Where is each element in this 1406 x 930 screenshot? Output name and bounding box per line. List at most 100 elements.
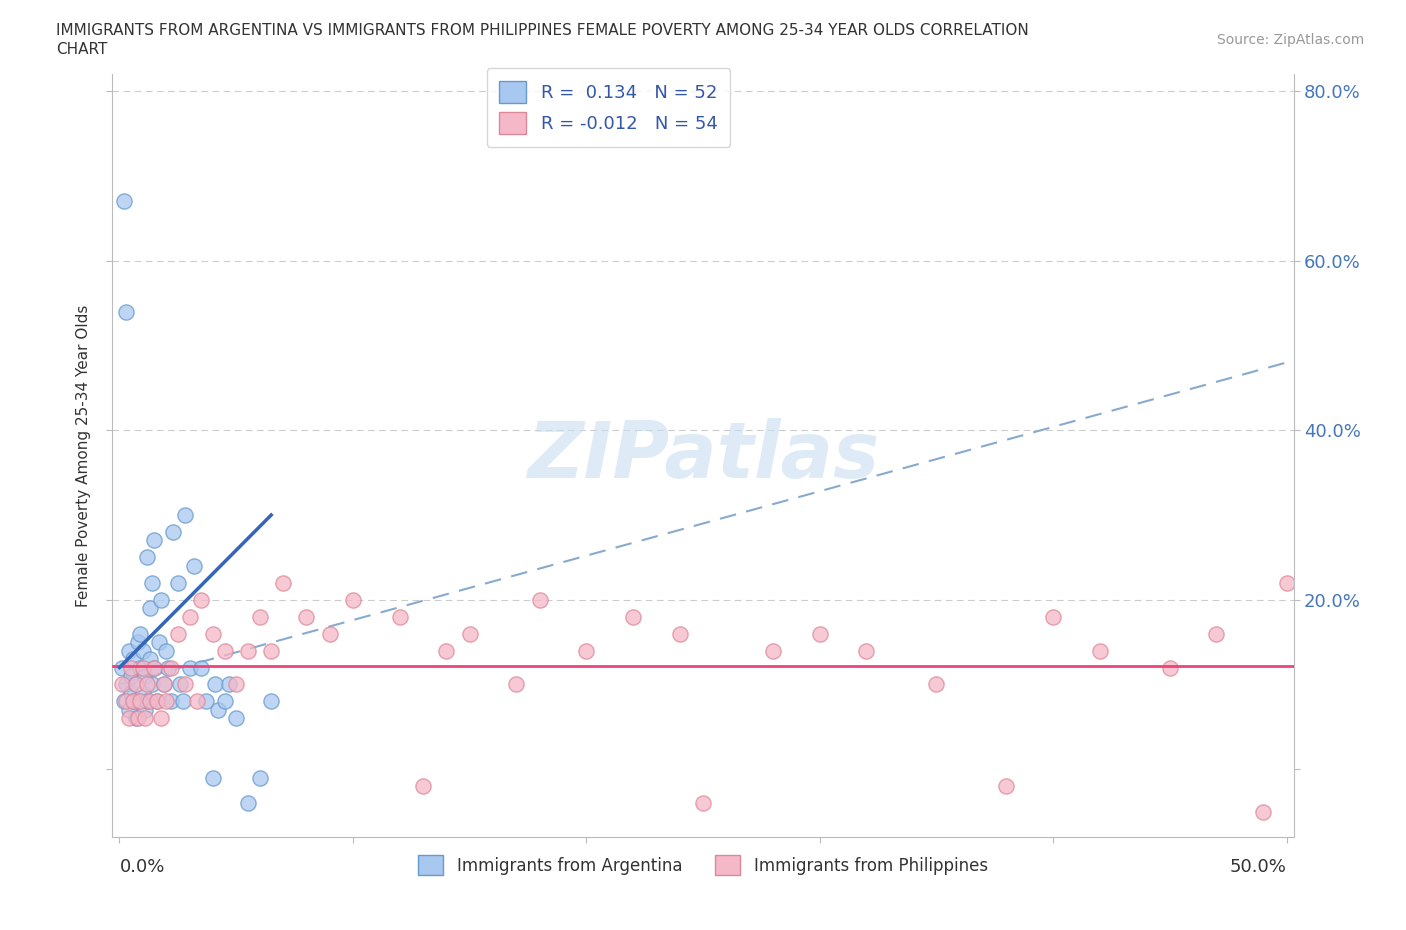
Point xyxy=(194,694,217,709)
Point xyxy=(160,660,183,675)
Point xyxy=(295,609,318,624)
Point xyxy=(342,592,364,607)
Point xyxy=(249,770,271,785)
Point xyxy=(179,609,201,624)
Point xyxy=(120,685,142,700)
Point xyxy=(1042,609,1064,624)
Point xyxy=(412,778,434,793)
Point xyxy=(855,644,877,658)
Point xyxy=(183,558,205,573)
Point xyxy=(207,702,229,717)
Point xyxy=(214,694,236,709)
Point xyxy=(118,702,141,717)
Text: 0.0%: 0.0% xyxy=(120,858,165,876)
Point xyxy=(201,770,224,785)
Point xyxy=(529,592,551,607)
Point xyxy=(434,644,457,658)
Point xyxy=(458,626,481,641)
Point xyxy=(146,694,169,709)
Point xyxy=(139,652,162,667)
Point xyxy=(169,677,191,692)
Point xyxy=(190,592,212,607)
Point xyxy=(173,508,195,523)
Point xyxy=(120,669,142,684)
Point xyxy=(1205,626,1227,641)
Point xyxy=(125,677,148,692)
Point xyxy=(127,634,149,649)
Point xyxy=(925,677,948,692)
Point xyxy=(271,576,294,591)
Point xyxy=(153,677,176,692)
Point xyxy=(141,677,163,692)
Point xyxy=(139,694,162,709)
Point xyxy=(111,677,134,692)
Point xyxy=(190,660,212,675)
Point xyxy=(808,626,831,641)
Point xyxy=(118,644,141,658)
Legend: Immigrants from Argentina, Immigrants from Philippines: Immigrants from Argentina, Immigrants fr… xyxy=(412,848,994,882)
Point xyxy=(146,694,169,709)
Point xyxy=(134,702,156,717)
Point xyxy=(155,644,177,658)
Point xyxy=(127,711,149,725)
Point xyxy=(172,694,194,709)
Point xyxy=(120,660,142,675)
Point xyxy=(201,626,224,641)
Point xyxy=(136,550,159,565)
Point xyxy=(1251,804,1274,819)
Point xyxy=(112,694,135,709)
Point xyxy=(160,694,183,709)
Point xyxy=(111,660,134,675)
Point xyxy=(1275,576,1298,591)
Point xyxy=(115,677,138,692)
Text: Source: ZipAtlas.com: Source: ZipAtlas.com xyxy=(1216,33,1364,46)
Point xyxy=(260,644,283,658)
Point xyxy=(260,694,283,709)
Point xyxy=(129,694,152,709)
Point xyxy=(115,304,138,319)
Point xyxy=(143,533,166,548)
Point xyxy=(115,694,138,709)
Point xyxy=(762,644,785,658)
Point xyxy=(236,796,259,811)
Point xyxy=(155,694,177,709)
Point xyxy=(621,609,644,624)
Point xyxy=(162,525,184,539)
Point xyxy=(139,601,162,616)
Point xyxy=(153,677,176,692)
Text: 50.0%: 50.0% xyxy=(1230,858,1286,876)
Point xyxy=(236,644,259,658)
Point xyxy=(136,677,159,692)
Point xyxy=(186,694,208,709)
Point xyxy=(575,644,598,658)
Point xyxy=(143,660,166,675)
Text: ZIPatlas: ZIPatlas xyxy=(527,418,879,494)
Point xyxy=(134,669,156,684)
Point xyxy=(136,694,159,709)
Point xyxy=(118,711,141,725)
Point xyxy=(204,677,226,692)
Point xyxy=(692,796,714,811)
Point xyxy=(150,592,173,607)
Point xyxy=(150,711,173,725)
Point xyxy=(995,778,1018,793)
Point xyxy=(173,677,195,692)
Point xyxy=(134,711,156,725)
Point xyxy=(132,685,155,700)
Point xyxy=(1088,644,1111,658)
Point xyxy=(166,576,188,591)
Point xyxy=(122,652,145,667)
Point xyxy=(132,660,155,675)
Point xyxy=(148,634,170,649)
Point xyxy=(132,644,155,658)
Point xyxy=(318,626,340,641)
Point xyxy=(249,609,271,624)
Point xyxy=(214,644,236,658)
Point xyxy=(218,677,240,692)
Point xyxy=(166,626,188,641)
Point xyxy=(141,576,163,591)
Point xyxy=(668,626,690,641)
Point xyxy=(127,694,149,709)
Point xyxy=(129,626,152,641)
Point xyxy=(122,694,145,709)
